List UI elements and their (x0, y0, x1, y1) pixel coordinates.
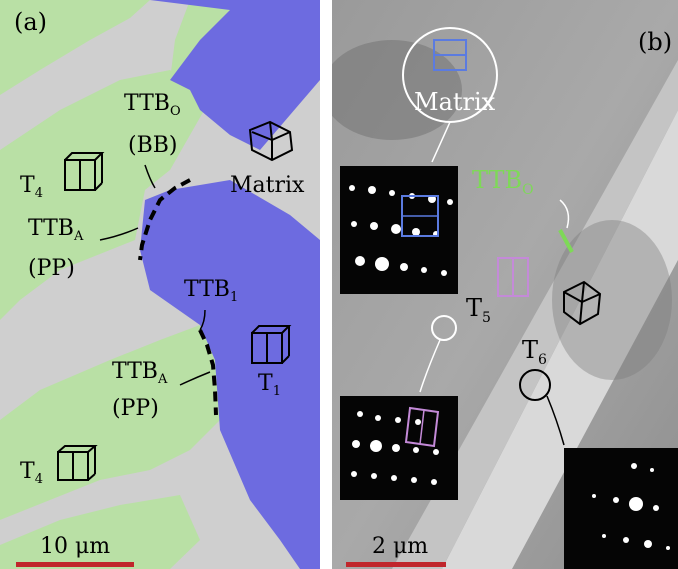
pp-upper-label: (PP) (28, 256, 75, 281)
panel-a-scale-bar (16, 562, 134, 567)
twin-band-top (0, 0, 150, 95)
ttb-a-lower-boundary (198, 329, 218, 416)
pp-lower-label: (PP) (112, 396, 159, 421)
dark-contrast-area (552, 220, 672, 380)
panel-b-label: (b) (638, 28, 673, 56)
t5-band (392, 60, 678, 569)
matrix-label-b: Matrix (414, 88, 496, 116)
ttb-a-upper-arrow (99, 227, 139, 241)
hcp-cell-t4-upper-icon (64, 152, 105, 191)
matrix-label-a: Matrix (230, 173, 305, 198)
twin-band-bottom (0, 495, 200, 569)
hcp-cell-t1-icon (251, 325, 292, 364)
matrix-grain-t1 (140, 180, 320, 569)
t5-selection-circle (431, 315, 457, 341)
t6-label: T6 (522, 336, 547, 368)
t4-upper-label: T4 (20, 173, 43, 201)
ttb-1-arrow (199, 309, 206, 331)
matrix-diffraction-inset (340, 166, 458, 294)
t6-diffraction-inset (564, 448, 678, 569)
bb-label: (BB) (128, 133, 178, 158)
ttb-o-segment (558, 229, 574, 253)
matrix-arrow (431, 121, 451, 163)
t1-label: T1 (258, 371, 281, 399)
ttb-o-arrow (144, 164, 156, 189)
panel-a-scale-label: 10 μm (40, 534, 111, 559)
ebsd-map-graphic: TTBO (BB) Matrix T4 TTBA (PP) TTB1 TTBA … (0, 0, 320, 569)
dislocation-area (332, 40, 462, 140)
hcp-cell-t4-lower-icon (57, 445, 98, 481)
hcp-cell-t6-icon (563, 280, 602, 326)
twin-band-t4-upper (0, 70, 210, 320)
ttb-a-upper-boundary (138, 178, 191, 261)
ttb-a-upper-label: TTBA (28, 216, 84, 244)
ttb-a-lower-arrow (179, 371, 211, 386)
t5-label: T5 (466, 294, 491, 326)
panel-a-label: (a) (14, 8, 48, 36)
twin-band-t4-lower (0, 325, 220, 520)
panel-b-scale-label: 2 μm (372, 534, 429, 559)
t5-saed-pattern (351, 406, 440, 485)
t5-diffraction-inset (340, 396, 458, 500)
panel-b-scale-bar (346, 562, 446, 567)
t5-saed-square (404, 406, 440, 448)
ttb-o-label-a: TTBO (124, 91, 181, 119)
ttb-o-label-b: TTBO (472, 166, 534, 198)
t4-lower-label: T4 (20, 459, 43, 487)
ttb-o-arrow-b (559, 199, 570, 229)
hcp-cell-matrix-icon (248, 120, 294, 162)
ttb-a-lower-label: TTBA (112, 359, 168, 387)
matrix-saed-pattern (349, 185, 453, 276)
t5-saed-divider (419, 409, 425, 445)
matrix-grain-top (150, 0, 320, 150)
ttb-1-label: TTB1 (184, 277, 238, 305)
t5-arrow (419, 339, 441, 393)
panel-b-tem-image: (b) Matrix TTBO T5 T6 2 μm (332, 0, 678, 569)
t6-saed-pattern (592, 463, 670, 550)
t6-selection-circle (519, 369, 551, 401)
panel-a-ebsd-map: TTBO (BB) Matrix T4 TTBA (PP) TTB1 TTBA … (0, 0, 320, 569)
t6-arrow (546, 395, 565, 446)
